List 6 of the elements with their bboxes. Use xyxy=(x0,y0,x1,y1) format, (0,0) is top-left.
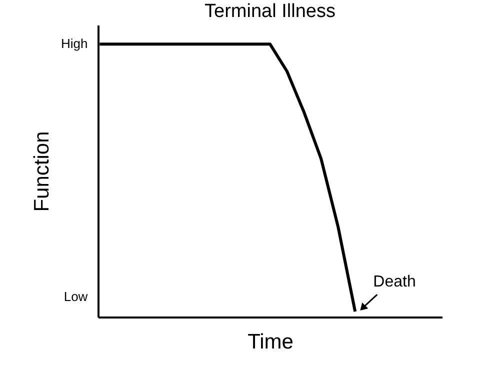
y-axis-title: Function xyxy=(30,131,54,212)
text: Low xyxy=(64,289,88,304)
text: High xyxy=(60,36,88,52)
chart-title: Terminal Illness xyxy=(204,1,336,22)
x-axis-title: Time xyxy=(248,330,294,354)
annotation: Death xyxy=(373,274,416,291)
